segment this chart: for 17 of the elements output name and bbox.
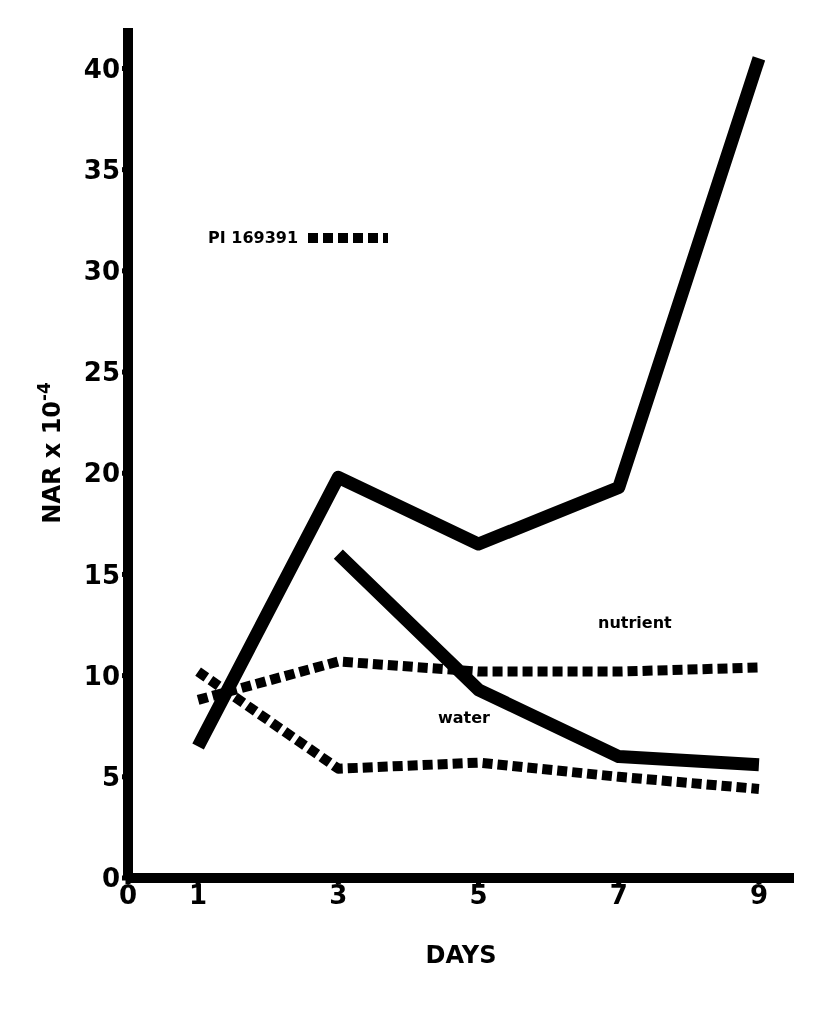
y-tick-label: 30 xyxy=(83,256,120,287)
y-tick-label: 25 xyxy=(83,357,120,388)
x-tick-label: 1 xyxy=(189,880,208,911)
legend-label: PI 169391 xyxy=(208,228,299,247)
annotation: water xyxy=(438,708,490,727)
y-tick-label: 35 xyxy=(83,154,120,185)
y-tick-label: 10 xyxy=(83,660,120,691)
y-tick-label: 15 xyxy=(83,559,120,590)
x-axis-title: DAYS xyxy=(425,941,497,969)
x-tick-label: 7 xyxy=(609,880,628,911)
x-tick-label: 3 xyxy=(329,880,348,911)
y-tick-label: 40 xyxy=(83,53,120,84)
x-tick-label: 9 xyxy=(749,880,768,911)
x-tick-label: 5 xyxy=(469,880,488,911)
annotation: nutrient xyxy=(598,613,672,632)
y-tick-label: 20 xyxy=(83,458,120,489)
y-tick-label: 5 xyxy=(101,762,120,793)
